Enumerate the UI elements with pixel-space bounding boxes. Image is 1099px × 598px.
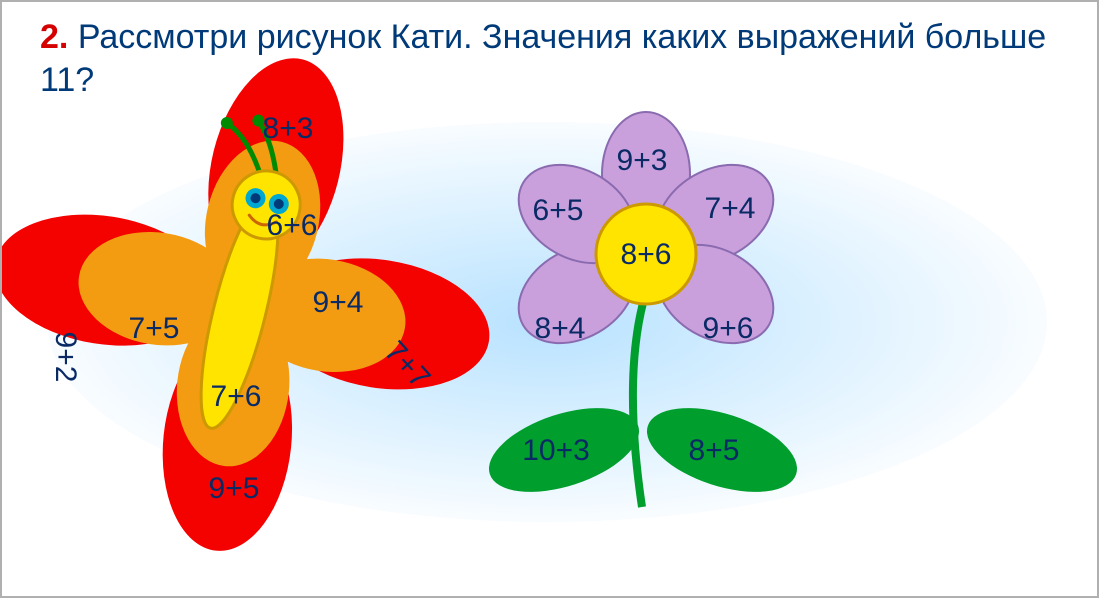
petal-label-2: 9+6 [703, 312, 754, 345]
inner-wing-label-3: 7+5 [129, 312, 180, 345]
outer-wing-label-2: 9+5 [209, 472, 260, 505]
scene-svg: 8+37+79+59+26+69+47+67+5 9+37+49+68+46+5… [2, 2, 1099, 598]
outer-wing-label-0: 8+3 [263, 112, 314, 145]
worksheet-frame: 2. Рассмотри рисунок Кати. Значения каки… [0, 0, 1099, 598]
flower-center-label: 8+6 [621, 238, 672, 271]
petal-label-1: 7+4 [705, 192, 756, 225]
inner-wing-label-2: 7+6 [211, 380, 262, 413]
inner-wing-label-1: 9+4 [313, 286, 364, 319]
petal-label-0: 9+3 [617, 144, 668, 177]
petal-label-3: 8+4 [535, 312, 586, 345]
leaf-label-1: 8+5 [689, 434, 740, 467]
leaf-label-0: 10+3 [522, 434, 590, 467]
outer-wing-label-3: 9+2 [49, 332, 82, 383]
inner-wing-label-0: 6+6 [267, 209, 318, 242]
petal-label-4: 6+5 [533, 194, 584, 227]
